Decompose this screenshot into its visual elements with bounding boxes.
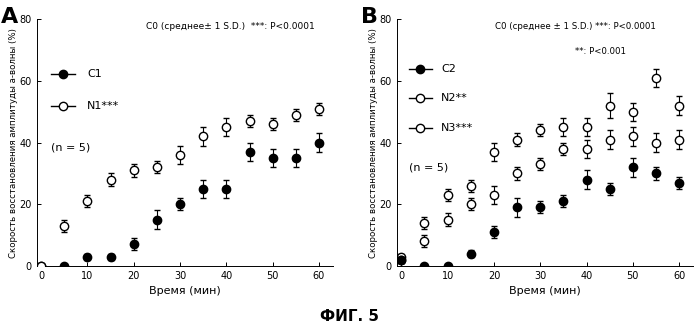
X-axis label: Время (мин): Время (мин) xyxy=(509,286,581,296)
Text: N2**: N2** xyxy=(441,93,468,103)
Y-axis label: Скорость восстановления амплитуды а-волны (%): Скорость восстановления амплитуды а-волн… xyxy=(369,28,378,258)
Text: C1: C1 xyxy=(87,69,101,79)
Text: N3***: N3*** xyxy=(441,123,473,133)
Text: B: B xyxy=(361,7,378,27)
Text: C2: C2 xyxy=(441,64,456,74)
Text: C0 (среднее ± 1 S.D.) ***: P<0.0001: C0 (среднее ± 1 S.D.) ***: P<0.0001 xyxy=(494,22,655,31)
X-axis label: Время (мин): Время (мин) xyxy=(149,286,220,296)
Text: A: A xyxy=(1,7,18,27)
Text: (n = 5): (n = 5) xyxy=(409,162,448,172)
Text: ФИГ. 5: ФИГ. 5 xyxy=(321,309,379,324)
Text: **: P<0.001: **: P<0.001 xyxy=(575,47,626,56)
Text: (n = 5): (n = 5) xyxy=(51,143,90,153)
Text: C0 (среднее± 1 S.D.)  ***: P<0.0001: C0 (среднее± 1 S.D.) ***: P<0.0001 xyxy=(146,22,315,31)
Text: N1***: N1*** xyxy=(87,101,119,111)
Y-axis label: Скорость восстановления амплитуды а-волны (%): Скорость восстановления амплитуды а-волн… xyxy=(9,28,18,258)
